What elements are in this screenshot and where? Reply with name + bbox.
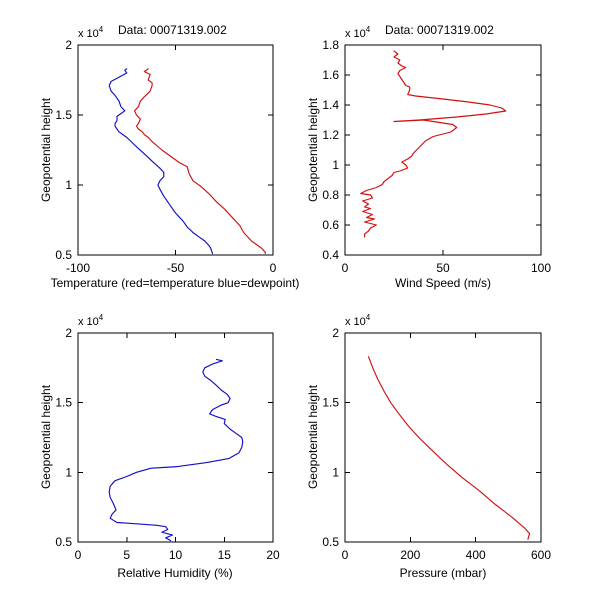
pressure-x-tick-label: 600 (531, 548, 551, 562)
humidity-exponent-power: 4 (99, 313, 104, 322)
rh-x-tick-label: 0 (75, 548, 82, 562)
humidity-series-layer (108, 358, 244, 542)
wind-series-layer (360, 50, 507, 238)
temp-x-tick-label: -50 (167, 261, 185, 275)
relative-humidity-chart: 0 5 10 15 20 0.5 1 1.5 2 x 104 Relative Humidity… (39, 313, 280, 580)
wind-series-wind-speed (360, 50, 507, 238)
temp-series-temperature (133, 68, 266, 255)
temp-x-tick-label: -100 (66, 261, 90, 275)
wind-y-tick-label: 1.8 (322, 38, 339, 52)
rh-y-tick-label: 2 (65, 326, 72, 340)
wind-y-label: Geopotential height (306, 97, 320, 202)
temperature-exponent-base: x 10 (78, 28, 99, 40)
wind-x-tick-label: 0 (342, 261, 349, 275)
pressure-chart: 0 200 400 600 0.5 1 1.5 2 x 104 Pressure (mbar)… (306, 313, 551, 580)
humidity-axis-ticks: 0 5 10 15 20 0.5 1 1.5 2 (55, 326, 280, 562)
pressure-exponent-power: 4 (366, 313, 371, 322)
humidity-exponent-label: x 104 (78, 313, 104, 328)
pressure-x-label: Pressure (mbar) (400, 566, 487, 580)
temp-y-tick-label: 1 (65, 178, 72, 192)
wind-axis-ticks: 0 50 100 0.4 0.6 0.8 1 1.2 1.4 1.6 1.8 (322, 38, 551, 275)
wind-x-label: Wind Speed (m/s) (395, 276, 491, 290)
humidity-plot-frame (77, 332, 274, 543)
temperature-axis-ticks: -100 -50 0 0.5 1 1.5 2 (55, 38, 276, 275)
wind-exponent-base: x 10 (345, 28, 366, 40)
rh-series-relative-humidity (108, 358, 244, 542)
pressure-series-layer (367, 356, 531, 540)
wind-y-tick-label: 1.6 (322, 68, 339, 82)
humidity-x-label: Relative Humidity (%) (117, 566, 232, 580)
rh-y-tick-label: 0.5 (55, 535, 72, 549)
wind-speed-chart: 0 50 100 0.4 0.6 0.8 1 1.2 1.4 1.6 1.8 Data: 00071… (306, 23, 551, 290)
pressure-x-tick-label: 200 (400, 548, 420, 562)
temp-y-tick-label: 2 (65, 38, 72, 52)
pressure-y-tick-label: 2 (332, 326, 339, 340)
temp-series-dewpoint (108, 68, 214, 255)
wind-title: Data: 00071319.002 (385, 23, 494, 37)
rh-x-tick-label: 5 (123, 548, 130, 562)
temperature-plot-frame (77, 44, 274, 256)
wind-exponent-power: 4 (366, 25, 371, 34)
pressure-axis-ticks: 0 200 400 600 0.5 1 1.5 2 (322, 326, 551, 562)
pressure-plot-frame (344, 332, 542, 543)
humidity-y-label: Geopotential height (39, 384, 53, 489)
wind-y-tick-label: 1.4 (322, 98, 339, 112)
wind-y-tick-label: 0.4 (322, 248, 339, 262)
wind-y-tick-label: 0.6 (322, 218, 339, 232)
wind-exponent-label: x 104 (345, 25, 371, 40)
rh-x-tick-label: 15 (218, 548, 232, 562)
wind-x-tick-label: 100 (531, 261, 551, 275)
pressure-y-tick-label: 1 (332, 465, 339, 479)
pressure-x-tick-label: 400 (466, 548, 486, 562)
temp-y-tick-label: 1.5 (55, 108, 72, 122)
temperature-y-label: Geopotential height (39, 97, 53, 202)
temp-y-tick-label: 0.5 (55, 248, 72, 262)
rh-y-tick-label: 1 (65, 465, 72, 479)
temp-x-tick-label: 0 (270, 261, 277, 275)
rh-x-tick-label: 10 (169, 548, 183, 562)
pressure-y-tick-label: 1.5 (322, 396, 339, 410)
pressure-y-tick-label: 0.5 (322, 535, 339, 549)
temperature-title: Data: 00071319.002 (118, 23, 227, 37)
temperature-exponent-power: 4 (99, 25, 104, 34)
humidity-exponent-base: x 10 (78, 316, 99, 328)
pressure-series-pressure (367, 356, 531, 540)
temperature-series-layer (108, 68, 266, 255)
wind-y-tick-label: 1.2 (322, 128, 339, 142)
temperature-exponent-label: x 104 (78, 25, 104, 40)
pressure-x-tick-label: 0 (342, 548, 349, 562)
pressure-exponent-label: x 104 (345, 313, 371, 328)
temperature-x-label: Temperature (red=temperature blue=dewpoi… (51, 276, 300, 290)
wind-y-tick-label: 1 (332, 158, 339, 172)
pressure-exponent-base: x 10 (345, 316, 366, 328)
rh-y-tick-label: 1.5 (55, 396, 72, 410)
pressure-y-label: Geopotential height (306, 384, 320, 489)
wind-x-tick-label: 50 (436, 261, 450, 275)
temperature-chart: -100 -50 0 0.5 1 1.5 2 Data: 00071319.002 x 10… (39, 23, 299, 290)
wind-plot-frame (344, 44, 542, 256)
rh-x-tick-label: 20 (266, 548, 280, 562)
wind-y-tick-label: 0.8 (322, 188, 339, 202)
